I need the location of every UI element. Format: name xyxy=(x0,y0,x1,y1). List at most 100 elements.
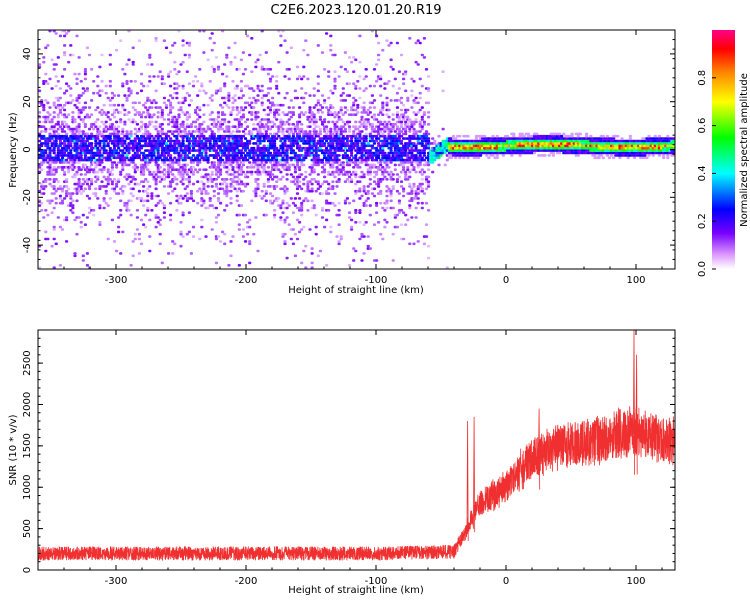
heatmap-cell xyxy=(83,163,87,167)
heatmap-cell xyxy=(146,209,150,212)
heatmap-cell xyxy=(196,80,200,83)
heatmap-cell xyxy=(79,221,83,224)
heatmap-cell xyxy=(325,106,329,109)
heatmap-cell xyxy=(75,192,79,195)
heatmap-cell xyxy=(329,127,333,131)
heatmap-cell xyxy=(239,87,243,90)
heatmap-cell xyxy=(54,178,58,181)
heatmap-cell xyxy=(256,166,260,169)
heatmap-cell xyxy=(221,230,225,234)
heatmap-cell xyxy=(179,221,183,224)
heatmap-cell xyxy=(183,168,187,171)
heatmap-cell xyxy=(229,60,233,64)
heatmap-cell xyxy=(256,185,260,188)
heatmap-cell xyxy=(98,204,102,207)
heatmap-cell xyxy=(314,144,318,148)
heatmap-cell xyxy=(377,142,381,145)
heatmap-cell xyxy=(306,77,310,81)
heatmap-cell xyxy=(298,156,302,160)
heatmap-cell xyxy=(52,30,56,33)
heatmap-cell xyxy=(121,103,125,107)
heatmap-cell xyxy=(90,68,94,71)
heatmap-cell xyxy=(227,139,231,143)
heatmap-cell xyxy=(287,132,291,136)
heatmap-cell xyxy=(254,101,258,105)
heatmap-cell xyxy=(377,41,381,45)
heatmap-cell xyxy=(333,77,337,81)
heatmap-cell xyxy=(387,173,391,176)
heatmap-cell xyxy=(231,173,235,176)
heatmap-cell xyxy=(343,51,347,54)
heatmap-cell xyxy=(241,170,245,174)
heatmap-cell xyxy=(142,170,146,174)
heatmap-cell xyxy=(169,70,173,73)
heatmap-cell xyxy=(73,118,77,121)
heatmap-cell xyxy=(129,213,133,217)
heatmap-cell xyxy=(177,158,181,162)
heatmap-cell xyxy=(246,232,250,236)
heatmap-cell xyxy=(85,252,89,255)
heatmap-cell xyxy=(60,228,65,231)
heatmap-cell xyxy=(100,53,104,57)
heatmap-cell xyxy=(327,108,331,112)
heatmap-cell xyxy=(106,142,110,145)
heatmap-cell xyxy=(131,149,135,152)
heatmap-cell xyxy=(202,120,206,124)
heatmap-cell xyxy=(385,101,389,105)
heatmap-cell xyxy=(233,56,237,59)
heatmap-cell xyxy=(115,127,119,131)
heatmap-cell xyxy=(399,108,404,112)
heatmap-cell xyxy=(77,127,81,131)
heatmap-cell xyxy=(427,87,431,90)
heatmap-cell xyxy=(300,123,304,126)
heatmap-cell xyxy=(156,75,160,78)
heatmap-cell xyxy=(92,209,96,212)
heatmap-cell xyxy=(343,99,347,102)
heatmap-cell xyxy=(395,106,399,109)
heatmap-cell xyxy=(385,201,389,205)
heatmap-cell xyxy=(77,125,81,128)
heatmap-cell xyxy=(223,84,227,88)
heatmap-cell xyxy=(60,127,65,131)
heatmap-cell xyxy=(117,178,121,181)
heatmap-cell xyxy=(133,120,137,124)
heatmap-cell xyxy=(110,182,114,186)
heatmap-cell xyxy=(243,240,248,243)
heatmap-cell xyxy=(414,189,418,193)
heatmap-cell xyxy=(256,168,260,171)
heatmap-cell xyxy=(383,225,387,229)
heatmap-cell xyxy=(106,111,110,114)
heatmap-cell xyxy=(231,106,235,109)
heatmap-cell xyxy=(181,235,185,238)
heatmap-cell xyxy=(318,127,322,131)
heatmap-cell xyxy=(154,37,158,40)
heatmap-cell xyxy=(81,254,85,258)
heatmap-cell xyxy=(212,189,216,193)
heatmap-cell xyxy=(42,108,46,112)
heatmap-cell xyxy=(279,204,283,207)
heatmap-cell xyxy=(427,175,431,179)
heatmap-cell xyxy=(52,101,56,105)
heatmap-cell xyxy=(110,173,114,176)
heatmap-cell xyxy=(231,166,235,169)
heatmap-cell xyxy=(85,146,89,150)
heatmap-cell xyxy=(229,163,233,167)
heatmap-cell xyxy=(258,120,262,124)
heatmap-cell xyxy=(399,185,404,188)
heatmap-cell xyxy=(102,103,106,107)
heatmap-cell xyxy=(268,132,273,136)
heatmap-cell xyxy=(370,156,374,160)
heatmap-cell xyxy=(277,197,281,200)
heatmap-cell xyxy=(46,118,50,121)
heatmap-cell xyxy=(262,185,266,188)
heatmap-cell xyxy=(63,170,67,174)
heatmap-cell xyxy=(275,158,279,162)
heatmap-cell xyxy=(287,223,291,226)
heatmap-cell xyxy=(160,261,164,265)
heatmap-cell xyxy=(266,118,270,121)
heatmap-cell xyxy=(273,123,277,126)
heatmap-cell xyxy=(202,51,206,54)
heatmap-cell xyxy=(302,199,306,203)
heatmap-cell xyxy=(408,37,412,40)
heatmap-cell xyxy=(418,123,422,126)
